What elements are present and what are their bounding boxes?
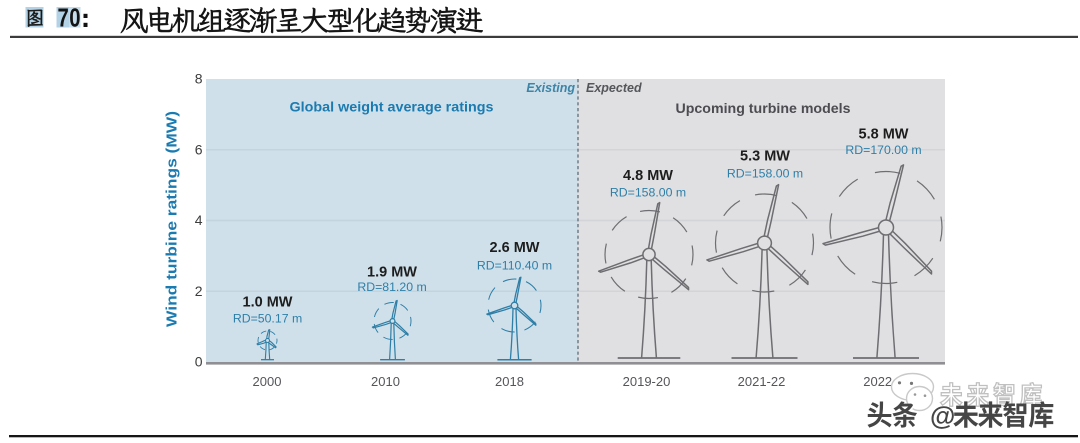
svg-text:1.0 MW: 1.0 MW — [243, 295, 293, 311]
svg-text:0: 0 — [69, 3, 80, 33]
svg-text:5.8 MW: 5.8 MW — [859, 127, 909, 143]
svg-text:Expected: Expected — [586, 81, 642, 95]
svg-text:8: 8 — [195, 71, 203, 87]
svg-text:2000: 2000 — [253, 374, 282, 389]
svg-text:2022+: 2022+ — [863, 374, 900, 389]
svg-text:2021-22: 2021-22 — [738, 374, 786, 389]
svg-text:4: 4 — [195, 212, 203, 228]
svg-text:RD=170.00 m: RD=170.00 m — [845, 143, 921, 157]
svg-text:7: 7 — [58, 3, 69, 33]
svg-text:RD=81.20 m: RD=81.20 m — [357, 280, 426, 294]
svg-text:@: @ — [930, 401, 955, 431]
svg-text:RD=158.00 m: RD=158.00 m — [727, 167, 803, 181]
svg-text:RD=50.17 m: RD=50.17 m — [233, 312, 302, 326]
svg-text:Wind turbine ratings (MW): Wind turbine ratings (MW) — [164, 111, 181, 327]
svg-text:Upcoming turbine models: Upcoming turbine models — [676, 100, 851, 116]
svg-text:2.6 MW: 2.6 MW — [490, 240, 540, 256]
svg-text:2018: 2018 — [495, 374, 524, 389]
svg-text:4.8 MW: 4.8 MW — [623, 168, 673, 184]
svg-text:6: 6 — [195, 141, 203, 157]
svg-text:Global weight average ratings: Global weight average ratings — [290, 99, 494, 115]
svg-text:5.3 MW: 5.3 MW — [740, 149, 790, 165]
svg-text:2010: 2010 — [371, 374, 400, 389]
svg-text:1.9 MW: 1.9 MW — [367, 265, 417, 281]
svg-text:RD=110.40 m: RD=110.40 m — [477, 259, 552, 273]
svg-text:Existing: Existing — [526, 81, 575, 95]
svg-text:2019-20: 2019-20 — [623, 374, 671, 389]
svg-text:2: 2 — [195, 283, 203, 299]
svg-text:0: 0 — [195, 354, 203, 370]
svg-text:RD=158.00 m: RD=158.00 m — [610, 186, 686, 200]
